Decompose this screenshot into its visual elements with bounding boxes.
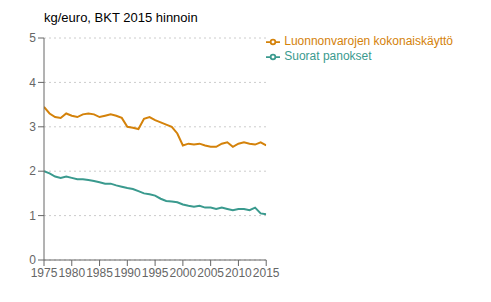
html-text:Luonnonvarojen kokonaiskäyttö: Luonnonvarojen kokonaiskäyttö: [284, 34, 453, 48]
svg-text:1995: 1995: [142, 266, 169, 280]
svg-text:1990: 1990: [114, 266, 141, 280]
html-text:kg/euro, BKT 2015 hinnoin: kg/euro, BKT 2015 hinnoin: [44, 10, 198, 25]
svg-text:2: 2: [29, 164, 36, 178]
svg-text:1975: 1975: [31, 266, 58, 280]
svg-text:2015: 2015: [253, 266, 280, 280]
svg-text:0: 0: [29, 253, 36, 267]
svg-text:1985: 1985: [86, 266, 113, 280]
html-text:Suorat panokset: Suorat panokset: [284, 48, 372, 63]
svg-text:1: 1: [29, 209, 36, 223]
svg-text:5: 5: [29, 31, 36, 45]
svg-text:2000: 2000: [170, 266, 197, 280]
svg-text:4: 4: [29, 76, 36, 90]
svg-text:3: 3: [29, 120, 36, 134]
svg-text:2005: 2005: [197, 266, 224, 280]
svg-text:2010: 2010: [225, 266, 252, 280]
svg-text:1980: 1980: [58, 266, 85, 280]
